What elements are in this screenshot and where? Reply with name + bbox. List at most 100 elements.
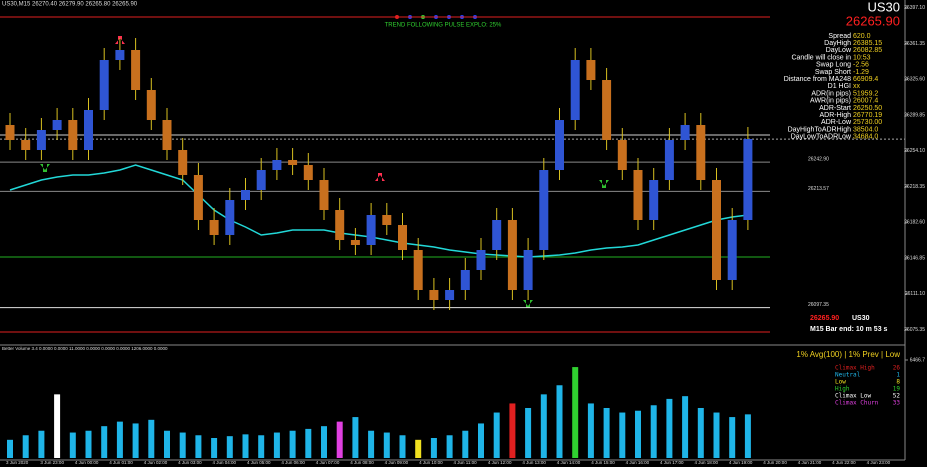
candle-body: [429, 290, 439, 300]
y-tick-label: 26289.85: [904, 112, 925, 118]
candle-body: [460, 270, 470, 290]
info-value: 66909.4: [853, 76, 878, 83]
volume-bar: [101, 426, 108, 458]
candle-body: [602, 80, 612, 140]
level-label: 26213.57: [808, 186, 829, 192]
volume-bar: [336, 421, 343, 458]
info-value: -1.29: [853, 69, 869, 76]
x-tick-label: 4 Jun 18:00: [694, 460, 718, 465]
legend-label: Climax Churn: [835, 400, 879, 407]
x-tick-label: 4 Jun 02:00: [144, 460, 168, 465]
info-label: AWR(in pips): [810, 98, 851, 105]
legend-count: 1: [896, 372, 900, 379]
legend-label: Neutral: [835, 372, 861, 379]
info-value: 26385.15: [853, 40, 882, 47]
candle-body: [586, 60, 596, 80]
volume-bar: [164, 430, 170, 458]
volume-bar: [713, 412, 720, 458]
info-label: ADR-Low: [821, 119, 852, 126]
info-value: 26250.50: [853, 105, 882, 112]
volume-bar: [273, 432, 280, 458]
buy-arrow: [523, 300, 533, 308]
x-tick-label: 4 Jun 05:00: [247, 460, 271, 465]
candle-body: [398, 225, 407, 250]
x-tick-label: 4 Jun 19:00: [729, 460, 753, 465]
legend-count: 33: [893, 400, 901, 407]
candle-body: [288, 160, 298, 165]
volume-bar: [305, 428, 312, 458]
x-tick-label: 4 Jun 15:00: [591, 460, 615, 465]
candle-body: [335, 210, 345, 240]
volume-bar: [148, 419, 155, 458]
info-label: Swap Short: [815, 69, 851, 76]
x-tick-label: 4 Jun 21:00: [798, 460, 822, 465]
y-tick-label: 26146.85: [904, 255, 925, 261]
info-label: DayLow: [826, 47, 852, 54]
x-tick-label: 4 Jun 09:00: [385, 460, 409, 465]
volume-bar: [132, 423, 139, 458]
candle-body: [193, 175, 203, 220]
x-tick-label: 4 Jun 23:00: [867, 460, 891, 465]
volume-bar: [38, 430, 45, 458]
volume-bar: [697, 407, 704, 458]
x-tick-label: 4 Jun 04:00: [213, 460, 237, 465]
sell-arrow: [375, 173, 385, 181]
candle-body: [712, 180, 721, 280]
info-value: 26082.85: [853, 47, 882, 54]
volume-bar: [116, 421, 123, 458]
y-tick-label: 26218.35: [904, 184, 925, 190]
volume-bar: [430, 437, 437, 458]
info-value: 34684.0: [853, 134, 878, 141]
candle-body: [146, 90, 156, 120]
candle-body: [696, 125, 706, 180]
info-value: 25730.00: [853, 119, 882, 126]
candle-body: [256, 170, 266, 190]
indicator-text: TREND FOLLOWING PULSE EXPLO: 25%: [385, 23, 502, 29]
volume-bar: [540, 394, 547, 458]
x-tick-label: 4 Jun 07:00: [316, 460, 340, 465]
buy-arrow: [40, 164, 50, 172]
candle-body: [319, 180, 329, 210]
price-box: [806, 313, 904, 335]
candle-body: [382, 215, 392, 225]
volume-bar: [352, 417, 359, 458]
candle-body: [115, 50, 125, 60]
legend-count: 8: [896, 379, 900, 386]
candle-body: [84, 110, 93, 150]
x-tick-label: 4 Jun 11:00: [454, 460, 478, 465]
level-label: 26242.90: [808, 156, 829, 162]
x-tick-label: 4 Jun 20:00: [763, 460, 787, 465]
info-label: Candle will close in: [791, 54, 851, 61]
volume-bar: [478, 423, 484, 458]
volume-bar: [682, 396, 689, 458]
volume-bar: [650, 405, 657, 458]
candle-body: [366, 215, 376, 245]
candle-body: [492, 220, 502, 250]
last-price: 26265.90: [846, 13, 900, 28]
price-box-symbol: US30: [852, 315, 870, 322]
legend-count: 19: [893, 386, 901, 393]
legend-count: 26: [893, 365, 901, 372]
volume-bar: [211, 437, 218, 458]
candle-body: [680, 125, 690, 140]
info-value: 51959.2: [853, 90, 878, 97]
info-label: ADR(in pips): [811, 90, 851, 97]
candle-body: [178, 150, 188, 175]
volume-bar: [666, 398, 673, 458]
volume-bar: [54, 394, 61, 458]
candle-body: [52, 120, 62, 130]
volume-bar: [635, 410, 641, 458]
volume-bar: [22, 435, 29, 458]
y-tick-label: 26111.10: [905, 291, 925, 297]
candle-body: [445, 290, 455, 300]
x-tick-label: 4 Jun 06:00: [281, 460, 305, 465]
y-tick-label: 26325.60: [904, 77, 925, 83]
buy-arrow: [599, 180, 609, 188]
info-value: 10:53: [853, 54, 871, 61]
volume-bar: [242, 434, 249, 458]
volume-bar: [368, 430, 375, 458]
candle-body: [523, 250, 533, 290]
info-value: 38504.0: [853, 126, 878, 133]
candle-body: [272, 160, 282, 170]
